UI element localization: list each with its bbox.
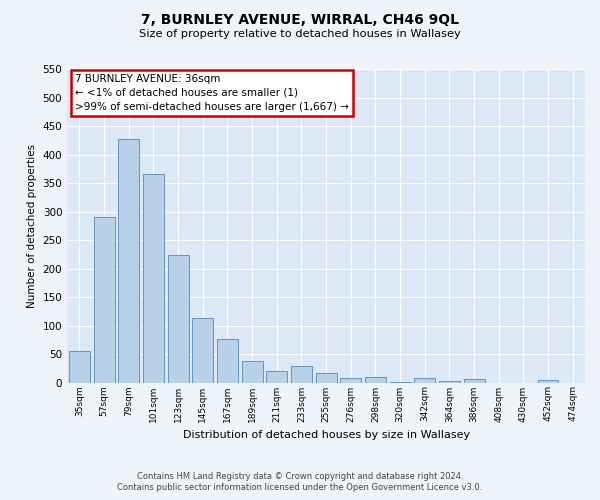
- Bar: [266, 371, 287, 382]
- Bar: [414, 378, 435, 382]
- Bar: [340, 378, 361, 382]
- Bar: [167, 255, 188, 382]
- Bar: [242, 361, 263, 382]
- Bar: [538, 380, 559, 382]
- Bar: [69, 351, 90, 382]
- X-axis label: Distribution of detached houses by size in Wallasey: Distribution of detached houses by size …: [182, 430, 470, 440]
- Text: 7, BURNLEY AVENUE, WIRRAL, CH46 9QL: 7, BURNLEY AVENUE, WIRRAL, CH46 9QL: [141, 12, 459, 26]
- Y-axis label: Number of detached properties: Number of detached properties: [27, 144, 37, 308]
- Bar: [464, 379, 485, 382]
- Bar: [291, 366, 312, 382]
- Bar: [316, 373, 337, 382]
- Bar: [143, 174, 164, 382]
- Bar: [217, 339, 238, 382]
- Bar: [118, 138, 139, 382]
- Bar: [365, 377, 386, 382]
- Bar: [94, 217, 115, 382]
- Text: 7 BURNLEY AVENUE: 36sqm
← <1% of detached houses are smaller (1)
>99% of semi-de: 7 BURNLEY AVENUE: 36sqm ← <1% of detache…: [75, 74, 349, 112]
- Bar: [193, 318, 213, 382]
- Text: Contains HM Land Registry data © Crown copyright and database right 2024.
Contai: Contains HM Land Registry data © Crown c…: [118, 472, 482, 492]
- Bar: [439, 381, 460, 382]
- Text: Size of property relative to detached houses in Wallasey: Size of property relative to detached ho…: [139, 29, 461, 39]
